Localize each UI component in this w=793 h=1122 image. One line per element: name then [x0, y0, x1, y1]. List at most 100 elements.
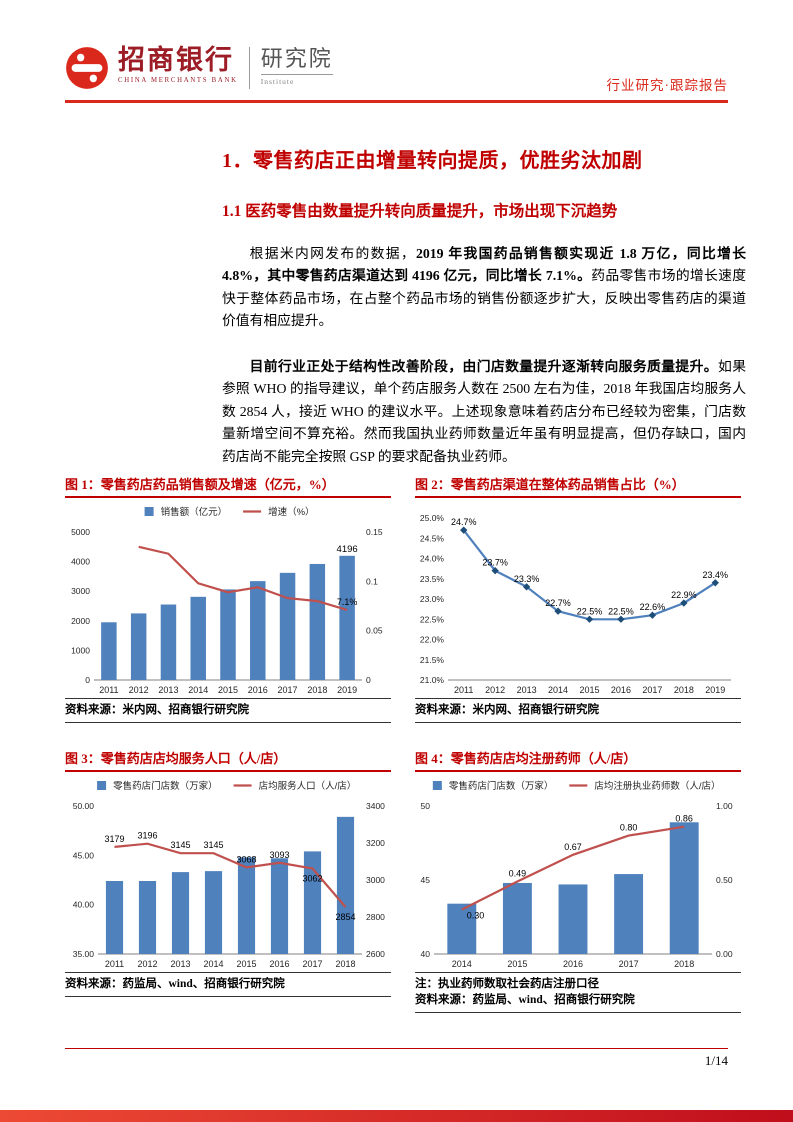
figure-4: 图 4：零售药店店均注册药师（人/店） 40 45 50 0.00 0.50 1.00 20… — [415, 748, 741, 1014]
svg-text:3093: 3093 — [269, 850, 289, 860]
svg-text:24.7%: 24.7% — [451, 517, 477, 527]
svg-text:2800: 2800 — [366, 912, 385, 922]
svg-text:0.1: 0.1 — [366, 576, 378, 586]
svg-text:2019: 2019 — [705, 685, 725, 695]
figures-row-1: 图 1：零售药店药品销售额及增速（亿元，%） 0 1000 2000 3000 4000… — [65, 474, 741, 724]
svg-text:23.0%: 23.0% — [420, 594, 445, 604]
svg-text:0.15: 0.15 — [366, 527, 383, 537]
svg-text:0: 0 — [366, 675, 371, 685]
svg-text:45.00: 45.00 — [73, 850, 95, 860]
institute-block: 研究院 Institute — [260, 46, 333, 87]
svg-text:销售额（亿元）: 销售额（亿元） — [161, 506, 228, 518]
report-type-label: 行业研究·跟踪报告 — [606, 78, 728, 93]
svg-text:50.00: 50.00 — [73, 801, 95, 811]
figure-4-note: 注：执业药师数取社会药店注册口径 — [415, 978, 599, 990]
svg-text:零售药店门店数（万家）: 零售药店门店数（万家） — [449, 780, 554, 792]
figure-3-chart: 35.00 40.00 45.00 50.00 2600 2800 3000 3200 3400… — [65, 776, 391, 972]
header-rule — [65, 100, 728, 103]
svg-text:2016: 2016 — [563, 959, 583, 969]
svg-text:2016: 2016 — [248, 685, 268, 695]
svg-text:2016: 2016 — [269, 959, 289, 969]
svg-text:1000: 1000 — [71, 645, 90, 655]
svg-text:3200: 3200 — [366, 838, 385, 848]
svg-text:22.5%: 22.5% — [420, 614, 445, 624]
svg-text:2015: 2015 — [507, 959, 527, 969]
svg-text:增速（%）: 增速（%） — [268, 506, 314, 518]
figure-1-source: 资料来源：米内网、招商银行研究院 — [65, 704, 249, 716]
svg-text:0.67: 0.67 — [564, 842, 582, 852]
bottom-red-band — [0, 1110, 793, 1122]
svg-text:21.0%: 21.0% — [420, 675, 445, 685]
svg-text:零售药店门店数（万家）: 零售药店门店数（万家） — [113, 780, 218, 792]
figure-4-chart: 40 45 50 0.00 0.50 1.00 2014 2015 2016 2017 2018 0.… — [415, 776, 741, 972]
svg-text:2600: 2600 — [366, 949, 385, 959]
svg-text:3196: 3196 — [137, 831, 157, 841]
figure-1-title: 图 1：零售药店药品销售额及增速（亿元，%） — [65, 474, 391, 498]
paragraph-1-bold: 2019 年我国药品销售额实现近 1.8 万亿，同比增长 4.8%，其中零售药店… — [222, 246, 747, 284]
svg-text:2014: 2014 — [548, 685, 568, 695]
svg-text:3068: 3068 — [236, 854, 256, 864]
institute-name-en: Institute — [260, 77, 295, 87]
svg-text:4000: 4000 — [71, 557, 90, 567]
svg-text:21.5%: 21.5% — [420, 655, 445, 665]
svg-text:1.00: 1.00 — [716, 801, 733, 811]
svg-text:2017: 2017 — [619, 959, 639, 969]
svg-text:0.86: 0.86 — [675, 814, 693, 824]
svg-text:23.5%: 23.5% — [420, 574, 445, 584]
bank-name-en: CHINA MERCHANTS BANK — [118, 77, 238, 85]
section-title: 1．零售药店正由增量转向提质，优胜劣汰加剧 — [222, 150, 643, 172]
svg-text:2017: 2017 — [302, 959, 322, 969]
svg-text:0.49: 0.49 — [509, 868, 527, 878]
svg-text:22.5%: 22.5% — [577, 606, 603, 616]
svg-text:2011: 2011 — [99, 685, 118, 695]
svg-text:2014: 2014 — [452, 959, 472, 969]
svg-text:2014: 2014 — [188, 685, 208, 695]
figure-3-source: 资料来源：药监局、wind、招商银行研究院 — [65, 978, 285, 990]
svg-text:2012: 2012 — [137, 959, 157, 969]
svg-text:25.0%: 25.0% — [420, 513, 445, 523]
svg-text:24.0%: 24.0% — [420, 554, 445, 564]
figure-4-footer: 注：执业药师数取社会药店注册口径 资料来源：药监局、wind、招商银行研究院 — [415, 972, 741, 1014]
svg-text:35.00: 35.00 — [73, 949, 95, 959]
svg-text:24.5%: 24.5% — [420, 533, 445, 543]
paragraph-1-lead: 根据米内网发布的数据， — [249, 246, 416, 261]
figure-3-title: 图 3：零售药店店均服务人口（人/店） — [65, 748, 391, 772]
svg-text:2018: 2018 — [335, 959, 355, 969]
svg-text:5000: 5000 — [71, 527, 90, 537]
svg-text:2017: 2017 — [642, 685, 662, 695]
figure-2: 图 2：零售药店渠道在整体药品销售占比（%） 21.0% 21.5% 22.0% 22… — [415, 474, 741, 724]
svg-text:23.4%: 23.4% — [703, 570, 729, 580]
figure-2-footer: 资料来源：米内网、招商银行研究院 — [415, 698, 741, 724]
svg-text:2013: 2013 — [158, 685, 178, 695]
svg-text:0.80: 0.80 — [620, 823, 638, 833]
figures-row-2: 图 3：零售药店店均服务人口（人/店） 35.00 40.00 45.00 50.00… — [65, 748, 741, 1014]
footer-rule — [65, 1048, 728, 1049]
svg-text:23.7%: 23.7% — [482, 558, 508, 568]
svg-text:2018: 2018 — [674, 685, 694, 695]
svg-text:23.3%: 23.3% — [514, 574, 540, 584]
svg-text:2016: 2016 — [611, 685, 631, 695]
svg-text:3062: 3062 — [302, 874, 322, 884]
figure-1-chart: 0 1000 2000 3000 4000 5000 0 0.05 0.1 0.15 2011 201… — [65, 502, 391, 698]
paragraph-2-rest: 如果参照 WHO 的指导建议，单个药店服务人数在 2500 左右为佳，2018 … — [222, 359, 747, 464]
svg-text:0.30: 0.30 — [467, 911, 485, 921]
svg-text:2015: 2015 — [218, 685, 238, 695]
svg-text:22.0%: 22.0% — [420, 635, 445, 645]
svg-text:2011: 2011 — [454, 685, 473, 695]
svg-text:2015: 2015 — [236, 959, 256, 969]
svg-text:0.00: 0.00 — [716, 949, 733, 959]
svg-text:3145: 3145 — [170, 840, 190, 850]
svg-text:50: 50 — [421, 801, 431, 811]
svg-text:3000: 3000 — [366, 875, 385, 885]
svg-text:4196: 4196 — [337, 544, 358, 555]
header: 招商银行 CHINA MERCHANTS BANK 研究院 Institute — [65, 46, 333, 90]
svg-text:3179: 3179 — [104, 834, 124, 844]
figure-1-footer: 资料来源：米内网、招商银行研究院 — [65, 698, 391, 724]
svg-text:40: 40 — [421, 949, 431, 959]
svg-text:3000: 3000 — [71, 586, 90, 596]
svg-text:2011: 2011 — [105, 959, 124, 969]
page-number: 1/14 — [704, 1053, 728, 1068]
svg-text:2012: 2012 — [485, 685, 505, 695]
subsection-title: 1.1 医药零售由数量提升转向质量提升，市场出现下沉趋势 — [222, 203, 618, 220]
